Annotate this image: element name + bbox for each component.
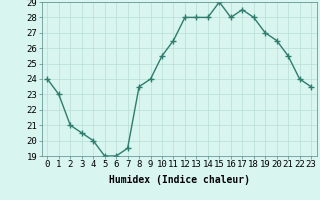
X-axis label: Humidex (Indice chaleur): Humidex (Indice chaleur): [109, 175, 250, 185]
